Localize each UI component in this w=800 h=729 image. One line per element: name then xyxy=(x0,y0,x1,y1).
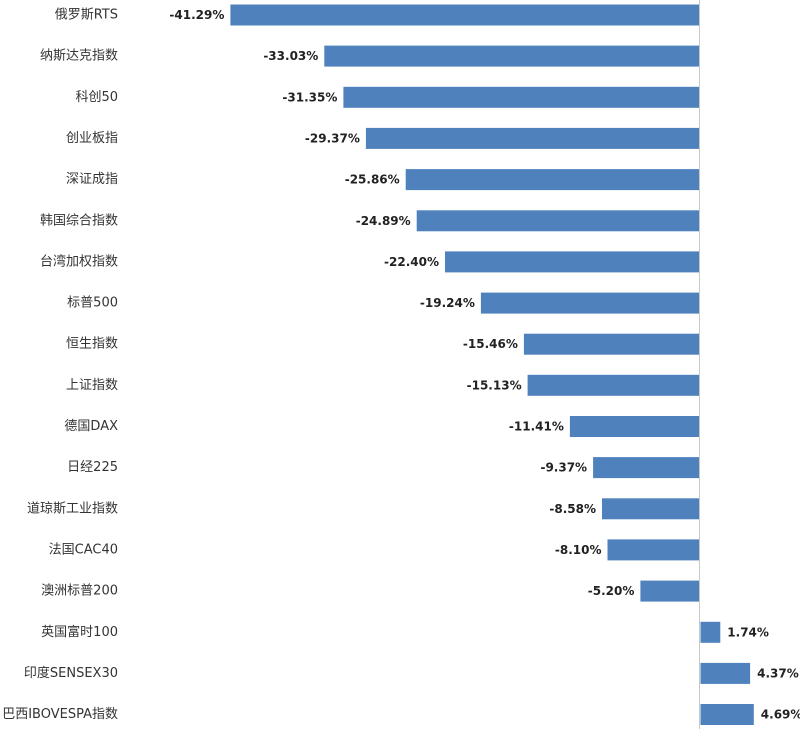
category-label: 德国DAX xyxy=(64,419,118,434)
data-label: -15.13% xyxy=(467,378,522,392)
bar xyxy=(230,4,700,26)
category-label: 上证指数 xyxy=(66,378,118,393)
category-label: 俄罗斯RTS xyxy=(55,8,118,23)
category-label: 纳斯达克指数 xyxy=(40,49,118,64)
category-label: 法国CAC40 xyxy=(49,542,118,557)
bar xyxy=(569,416,700,437)
bar xyxy=(445,251,700,273)
category-label: 日经225 xyxy=(67,460,118,475)
bar xyxy=(523,333,700,355)
data-label: -33.03% xyxy=(263,49,318,63)
category-label: 深证成指 xyxy=(66,172,118,187)
category-label: 科创50 xyxy=(75,90,118,105)
data-label: -19.24% xyxy=(420,296,475,310)
bar xyxy=(343,86,700,108)
data-label: -8.10% xyxy=(555,543,602,557)
bar xyxy=(480,292,700,314)
data-label: -15.46% xyxy=(463,337,518,351)
data-label: -29.37% xyxy=(305,131,360,145)
bar xyxy=(416,210,700,232)
category-label: 台湾加权指数 xyxy=(40,253,118,269)
category-label: 印度SENSEX30 xyxy=(24,665,118,681)
data-label: -9.37% xyxy=(540,461,587,475)
data-label: -24.89% xyxy=(356,214,411,228)
category-label: 道琼斯工业指数 xyxy=(27,501,118,516)
data-label: 4.69% xyxy=(761,708,800,722)
bar xyxy=(640,580,700,602)
data-label: -25.86% xyxy=(345,173,400,187)
data-label: 4.37% xyxy=(757,666,799,680)
bar xyxy=(527,374,700,396)
bar xyxy=(700,662,751,684)
category-label: 英国富时100 xyxy=(41,624,118,640)
value-labels: -41.29% -33.03% -31.35% -29.37% -25.86% -24.8… xyxy=(169,8,800,722)
category-label: 韩国综合指数 xyxy=(40,213,118,228)
category-label: 标普500 xyxy=(67,296,118,311)
data-label: 1.74% xyxy=(727,625,769,639)
data-label: -5.20% xyxy=(588,584,635,598)
bar xyxy=(607,539,700,561)
data-label: -22.40% xyxy=(384,255,439,269)
category-label: 恒生指数 xyxy=(66,337,118,352)
bar xyxy=(593,457,700,479)
category-label: 巴西IBOVESPA指数 xyxy=(2,707,118,722)
bar xyxy=(324,45,700,67)
data-label: -8.58% xyxy=(549,502,596,516)
bar xyxy=(405,169,700,191)
data-label: -31.35% xyxy=(282,90,337,104)
category-label: 创业板指 xyxy=(66,131,118,146)
category-label: 澳洲标普200 xyxy=(41,583,118,599)
data-label: -11.41% xyxy=(509,420,564,434)
data-label: -41.29% xyxy=(169,8,224,22)
bar xyxy=(700,704,754,725)
bar xyxy=(602,498,700,520)
bar xyxy=(365,127,700,149)
bars-layer xyxy=(230,4,754,725)
bar xyxy=(700,621,721,643)
